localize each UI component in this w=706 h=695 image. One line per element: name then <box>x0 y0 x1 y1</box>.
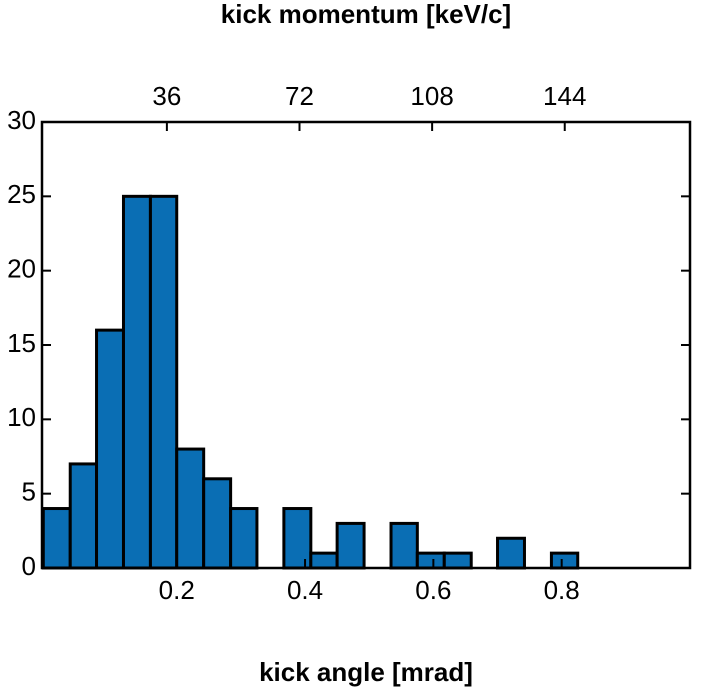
bar <box>496 536 526 570</box>
bar <box>549 551 580 570</box>
top-tick-label: 72 <box>285 81 314 111</box>
bar <box>389 521 419 570</box>
bar <box>148 194 179 570</box>
bar <box>68 462 99 570</box>
bar <box>41 507 72 570</box>
bar <box>202 477 233 570</box>
bar <box>95 328 125 570</box>
bar <box>175 447 206 570</box>
bar <box>229 507 259 570</box>
y-tick-label: 25 <box>7 179 36 209</box>
top-axis-label: kick momentum [keV/c] <box>221 0 511 29</box>
bar <box>442 551 473 570</box>
y-tick-label: 5 <box>22 477 36 507</box>
x-tick-label: 0.2 <box>159 575 195 605</box>
y-tick-label: 0 <box>22 551 36 581</box>
bar <box>121 194 152 570</box>
bar <box>309 551 339 570</box>
x-axis-label: kick angle [mrad] <box>259 657 473 687</box>
top-tick-label: 144 <box>543 81 586 111</box>
y-tick-label: 10 <box>7 402 36 432</box>
y-tick-label: 20 <box>7 254 36 284</box>
bar <box>282 507 313 570</box>
top-tick-label: 36 <box>152 81 181 111</box>
bar <box>335 521 366 570</box>
y-tick-label: 15 <box>7 328 36 358</box>
x-tick-label: 0.8 <box>544 575 580 605</box>
top-tick-label: 108 <box>410 81 453 111</box>
y-tick-label: 30 <box>7 105 36 135</box>
x-tick-label: 0.4 <box>287 575 323 605</box>
x-tick-label: 0.6 <box>415 575 451 605</box>
bar <box>415 551 446 570</box>
